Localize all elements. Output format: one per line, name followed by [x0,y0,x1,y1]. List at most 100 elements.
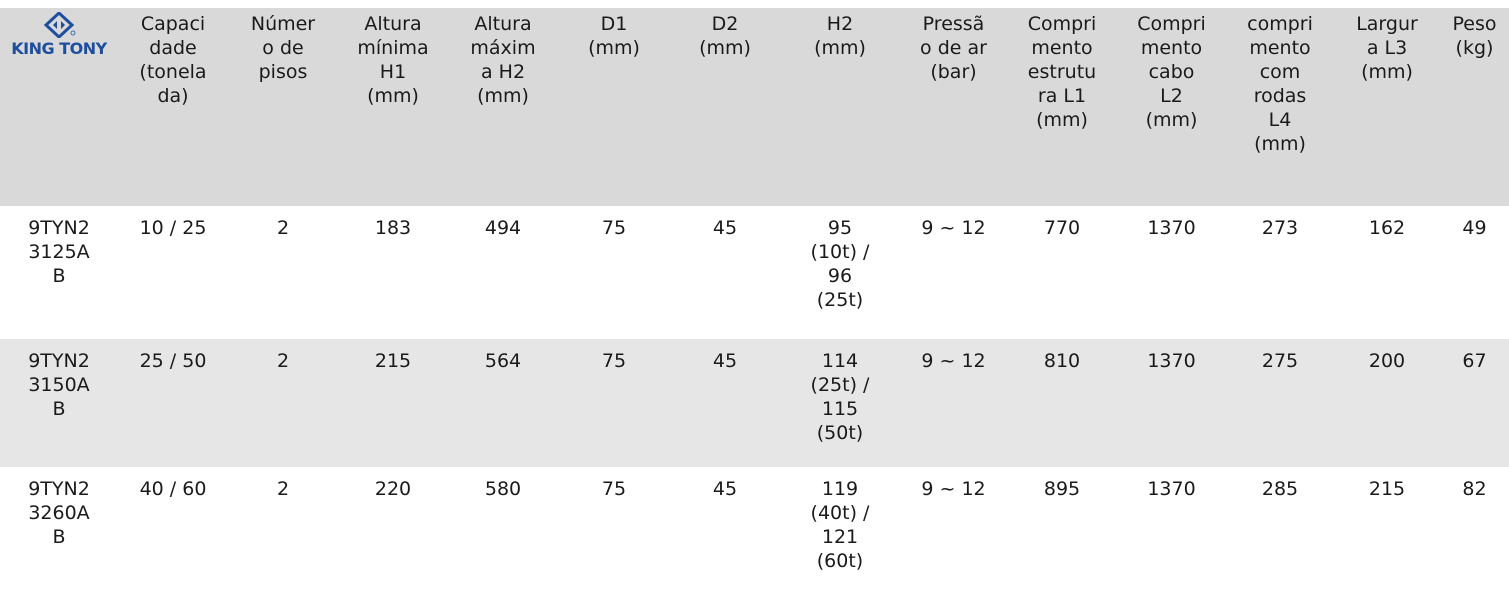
cell-line: 25 / 50 [139,350,207,372]
table-cell: 82 [1440,467,1509,593]
cell-line: 49 [1462,217,1487,239]
cell-line: 45 [712,478,738,500]
cell-line: 119 [821,478,859,500]
cell-line: dade [149,37,197,59]
cell-line: 115 [821,398,859,420]
cell-line: 200 [1368,350,1406,372]
table-cell: 25 / 50 [118,339,228,467]
cell-line: compri [1247,13,1313,35]
column-header: D2 (mm) [670,8,780,206]
cell-line: Compri [1027,13,1097,35]
cell-line: 580 [484,478,522,500]
cell-line: (kg) [1455,37,1494,59]
cell-line: Peso [1452,13,1497,35]
table-cell: 75 [558,467,670,593]
table-cell: 162 [1334,206,1440,339]
cell-line: 220 [374,478,412,500]
cell-line: (mm) [477,85,529,107]
table-cell: 114 (25t) /115 (50t) [780,339,900,467]
table-cell: 580 [448,467,558,593]
cell-line: 810 [1043,350,1081,372]
cell-line: 183 [374,217,412,239]
table-row: 9TYN2 3125A B 10 / 25 2 183 494 75 45 95 (10t) /96… [0,206,1509,339]
table-cell: 2 [228,206,338,339]
cell-line: 494 [484,217,522,239]
table-cell: 2 [228,339,338,467]
column-header: Peso (kg) [1440,8,1509,206]
cell-line: ra L1 [1037,85,1087,107]
cell-line: (mm) [699,37,751,59]
cell-line: (bar) [930,61,977,83]
column-header: Altura mínima H1 (mm) [338,8,448,206]
table-cell: 215 [338,339,448,467]
cell-line: Largur [1356,13,1418,35]
cell-line: D1 [600,13,628,35]
king-tony-logo-icon [43,12,76,38]
cell-line: (60t) [816,550,864,572]
cell-line: estrutu [1027,61,1097,83]
cell-line: (mm) [367,85,419,107]
table-cell: 75 [558,206,670,339]
spec-table: KING TONY Capaci dade (tonela da) Númer o de p… [0,8,1509,593]
table-cell: 2 [228,467,338,593]
cell-line: 2 [276,478,290,500]
cell-line: 895 [1043,478,1081,500]
table-cell: 273 [1226,206,1334,339]
cell-line: rodas [1253,85,1307,107]
brand-logo: KING TONY [0,12,118,58]
cell-line: (10t) / [810,241,870,263]
cell-line: B [52,526,66,548]
table-cell: 45 [670,339,780,467]
table-cell: 494 [448,206,558,339]
table-cell: 45 [670,467,780,593]
cell-line: 114 [821,350,859,372]
cell-line: (tonela [139,61,207,83]
cell-line: 45 [712,217,738,239]
cell-line: da) [157,85,189,107]
table-cell: 75 [558,339,670,467]
table-cell: 200 [1334,339,1440,467]
cell-line: 273 [1261,217,1299,239]
column-header: Númer o de pisos [228,8,338,206]
cell-line: 9 ~ 12 [921,350,986,372]
cell-line: a L3 [1366,37,1408,59]
column-header: Compri mento cabo L2 (mm) [1117,8,1226,206]
table-cell: 770 [1007,206,1117,339]
column-header: Largur a L3 (mm) [1334,8,1440,206]
table-row: 9TYN2 3260A B 40 / 60 2 220 580 75 45 119 (40t) /1… [0,467,1509,593]
cell-line: o de [262,37,304,59]
cell-line: mínima [357,37,429,59]
table-cell: 275 [1226,339,1334,467]
cell-line: L4 [1268,109,1292,131]
cell-line: cabo [1148,61,1195,83]
table-cell: 810 [1007,339,1117,467]
cell-line: B [52,265,66,287]
cell-line: 1370 [1147,350,1196,372]
table-cell: 564 [448,339,558,467]
cell-line: o de ar [920,37,987,59]
cell-line: Pressã [922,13,985,35]
cell-line: 9TYN2 [28,217,90,239]
cell-line: 1370 [1147,217,1196,239]
cell-line: 75 [601,350,627,372]
brand-name: KING TONY [11,39,107,58]
cell-line: 75 [601,217,627,239]
cell-line: Altura [364,13,422,35]
cell-line: pisos [258,61,308,83]
cell-line: 9 ~ 12 [921,217,986,239]
cell-line: (40t) / [810,502,870,524]
cell-line: (mm) [588,37,640,59]
cell-line: com [1259,61,1301,83]
cell-line: 40 / 60 [139,478,207,500]
table-cell: 1370 [1117,206,1226,339]
cell-line: (25t) [816,289,864,311]
column-header: D1 (mm) [558,8,670,206]
cell-line: 9TYN2 [28,350,90,372]
model-cell: 9TYN2 3260A B [0,467,118,593]
cell-line: mento [1140,37,1203,59]
table-cell: 215 [1334,467,1440,593]
cell-line: 9 ~ 12 [921,478,986,500]
table-row: 9TYN2 3150A B 25 / 50 2 215 564 75 45 114 (25t) /1… [0,339,1509,467]
table-cell: 67 [1440,339,1509,467]
